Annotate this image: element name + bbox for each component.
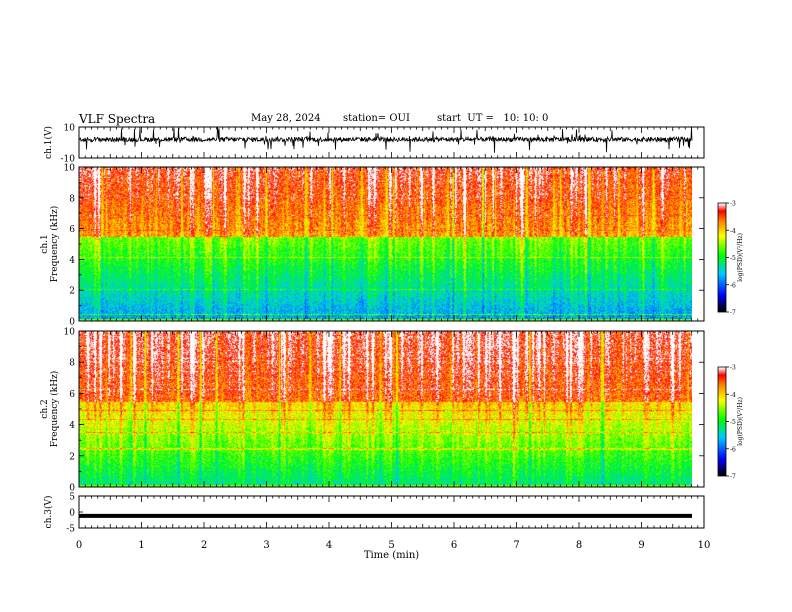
ch1-waveform-ylabel: ch.1(V) [43,126,54,159]
x-tick-label: 8 [576,540,582,551]
ch2-spectrogram-colorbar-label: log(PSD)(V²/Hz) [737,397,744,446]
ch1-spectrogram-colorbar-label: log(PSD)(V²/Hz) [737,233,744,282]
date-label: May 28, 2024 [251,113,321,124]
ch3-waveform-ylabel: ch.3(V) [43,496,54,529]
ch1-spectrogram-colorbar-tick-label: -7 [730,310,736,317]
ch2-spectrogram-ytick-label: 2 [69,452,75,462]
ch1-spectrogram-colorbar-tick-label: -6 [730,282,736,289]
ch1-spectrogram-ytick-label: 10 [64,164,76,174]
station-label: station= OUI [343,113,410,124]
ch1-waveform-ytick-label: -10 [61,155,76,165]
x-tick-label: 0 [76,540,82,551]
chart-title: VLF Spectra [79,112,156,126]
ch1-spectrogram-ytick-label: 0 [69,318,75,328]
ch1-spectrogram-colorbar-tick-label: -4 [730,228,736,235]
x-tick-label: 2 [201,540,207,551]
ch1-waveform-trace [78,126,693,153]
ch2-spectrogram-colorbar-tick-label: -5 [730,419,736,426]
ch2-spectrogram-ylabel-frequency: Frequency (kHz) [49,371,60,448]
x-tick-label: 7 [513,540,519,551]
ch3-waveform-ytick-label: -5 [66,525,75,535]
ch2-spectrogram-ytick-label: 6 [69,390,75,400]
x-tick-label: 4 [326,540,332,551]
x-tick-label: 3 [263,540,269,551]
ch1-spectrogram-colorbar-tick-label: -5 [730,255,736,262]
ch2-spectrogram-ylabel: ch.2 [40,399,50,418]
ch1-spectrogram-ylabel: ch.1 [40,234,50,253]
ch2-spectrogram-image [79,331,692,487]
ch1-spectrogram-ylabel-frequency: Frequency (kHz) [49,206,60,283]
x-axis-label: Time (min) [364,550,419,561]
ch1-spectrogram-ytick-label: 4 [69,256,75,266]
x-tick-label: 9 [638,540,644,551]
ch1-spectrogram-image [79,167,692,321]
ch1-spectrogram-colorbar [718,203,726,312]
x-tick-label: 1 [138,540,144,551]
ch2-spectrogram-ytick-label: 8 [69,359,75,369]
ch3-waveform-ytick-label: 5 [69,493,75,503]
x-tick-label: 5 [388,540,394,551]
start-time-label: start UT = 10: 10: 0 [437,113,549,124]
ch2-spectrogram-ytick-label: 0 [69,484,75,494]
ch2-spectrogram-colorbar-tick-label: -7 [730,474,736,481]
ch1-waveform-ytick-label: 10 [64,124,76,134]
x-tick-label: 6 [451,540,457,551]
ch2-spectrogram-ytick-label: 4 [69,421,75,431]
ch2-spectrogram-colorbar-tick-label: -6 [730,446,736,453]
x-tick-label: 10 [698,540,711,551]
ch1-spectrogram-colorbar-tick-label: -3 [730,201,736,208]
ch3-waveform-ytick-label: 0 [69,509,75,519]
ch2-spectrogram-colorbar-tick-label: -3 [730,365,736,372]
ch1-spectrogram-ytick-label: 8 [69,194,75,204]
ch1-spectrogram-ytick-label: 2 [69,287,75,297]
ch2-spectrogram-ytick-label: 10 [64,328,76,338]
ch2-spectrogram-colorbar-tick-label: -4 [730,392,736,399]
ch1-spectrogram-ytick-label: 6 [69,225,75,235]
ch2-spectrogram-colorbar [718,367,726,476]
